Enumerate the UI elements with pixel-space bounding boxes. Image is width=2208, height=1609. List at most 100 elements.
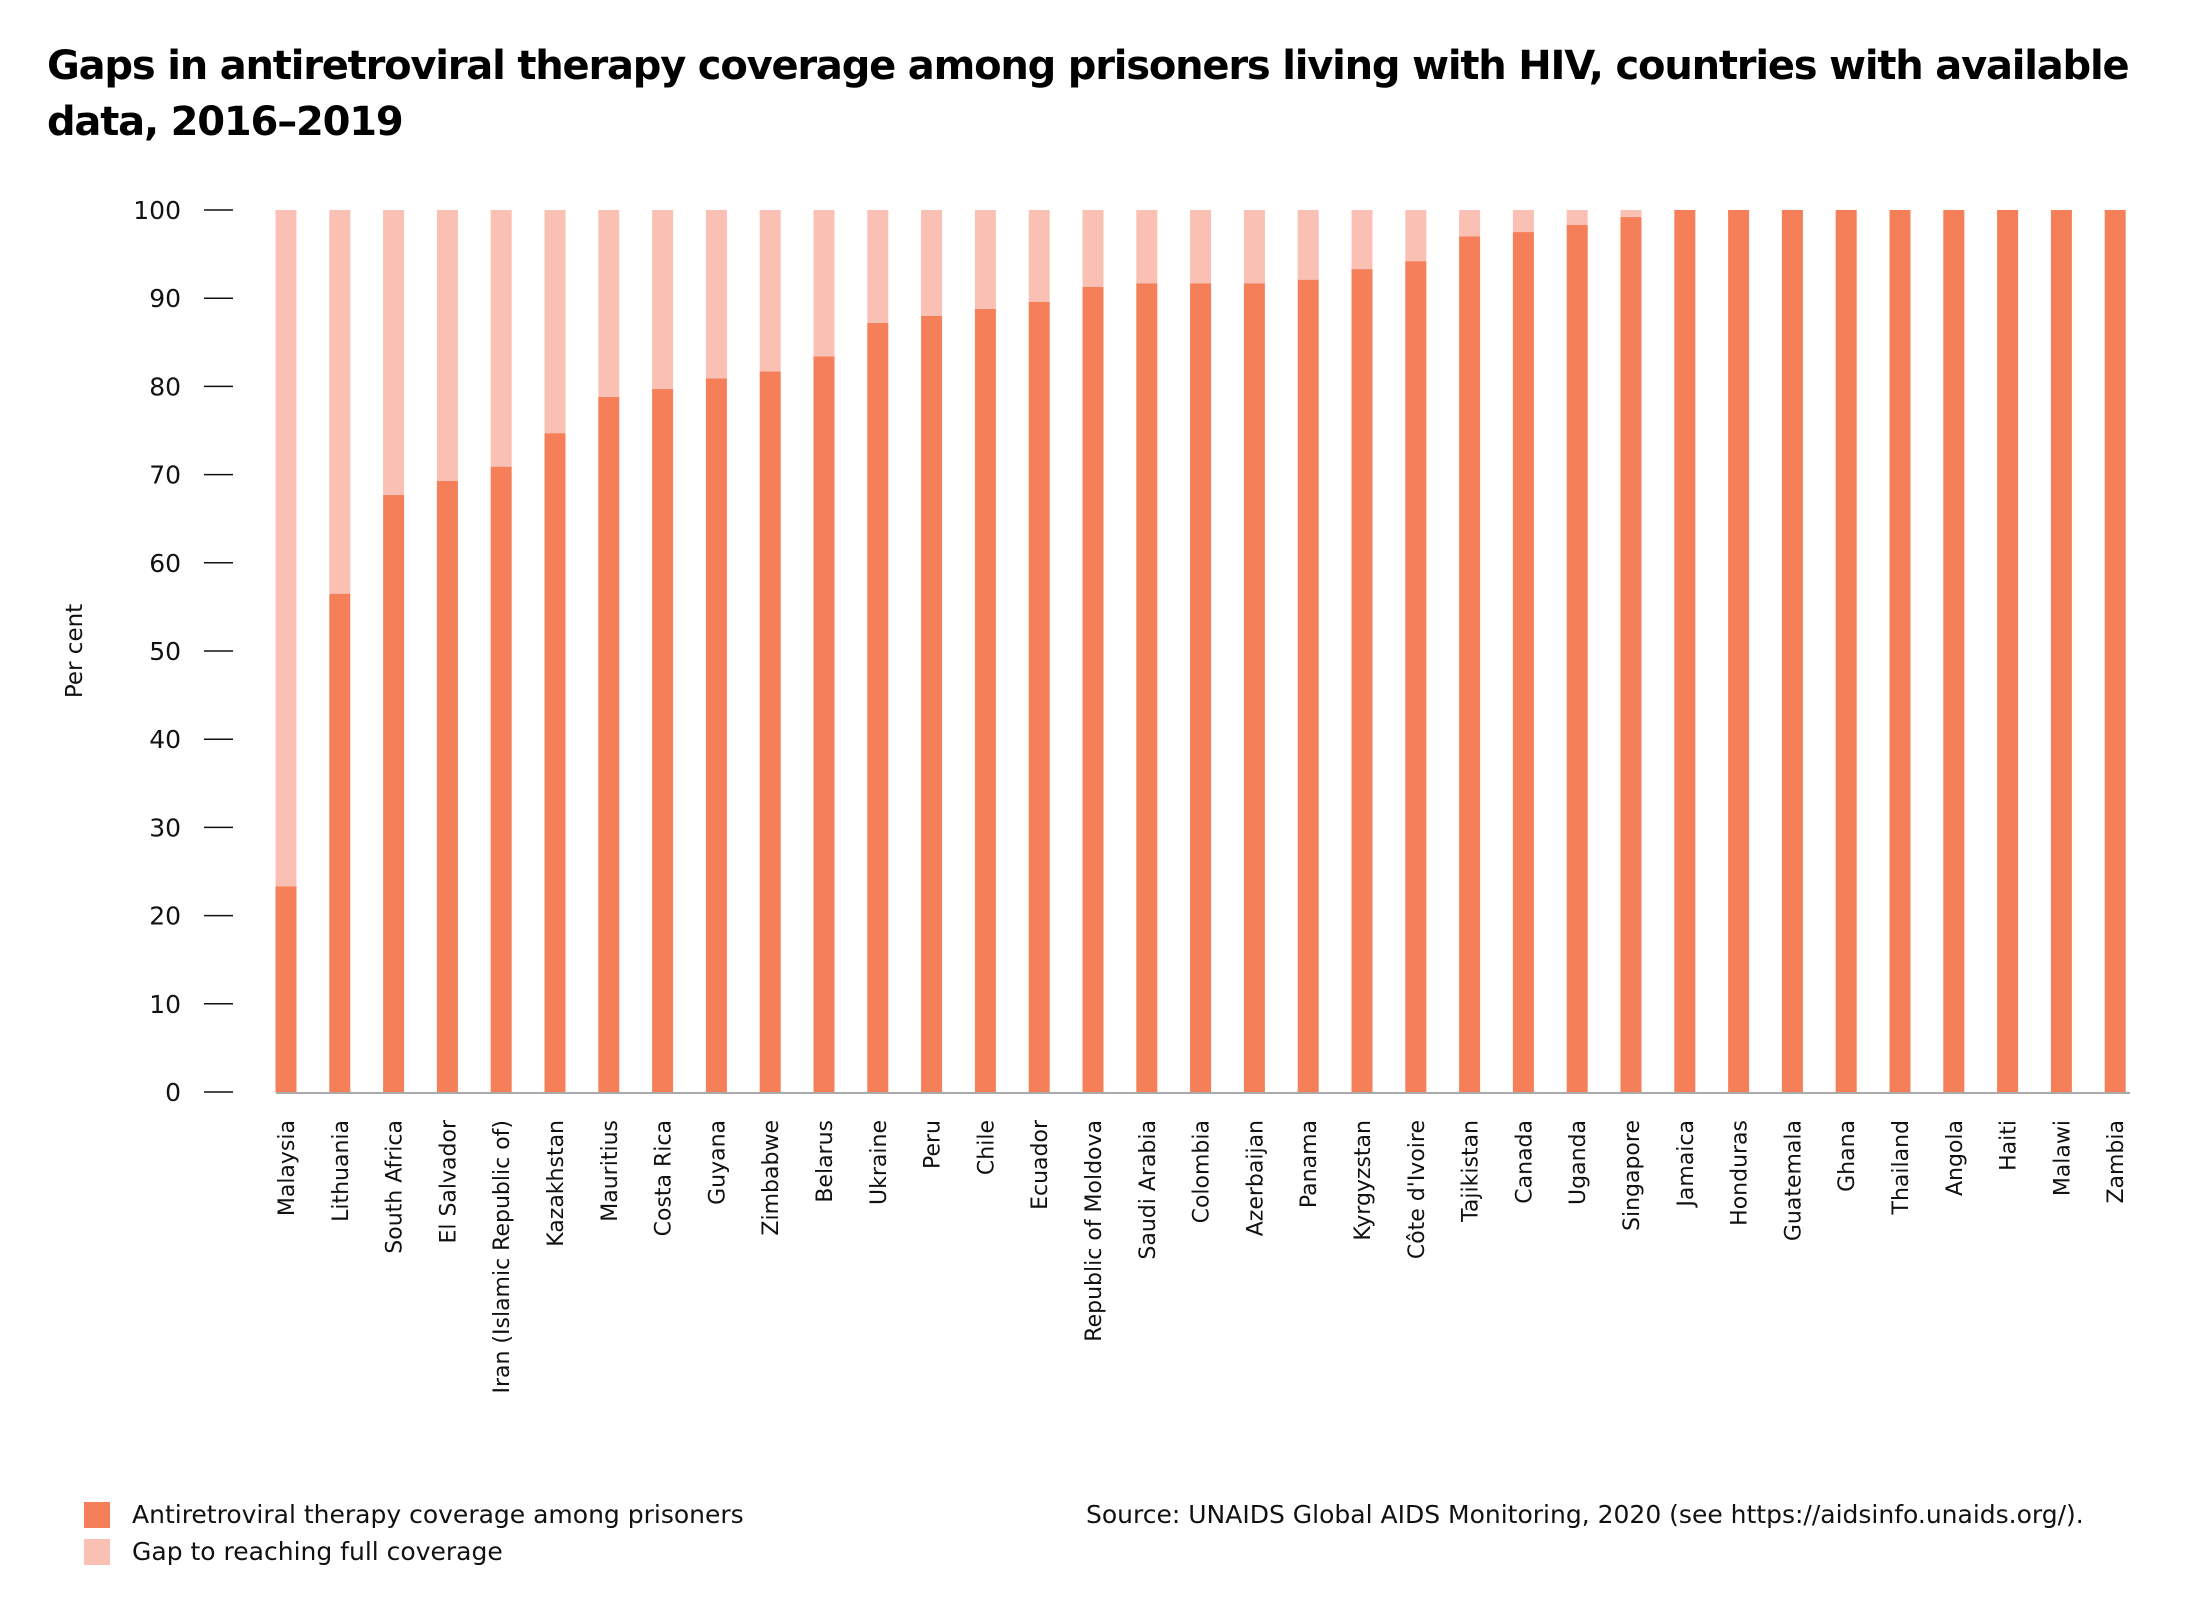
y-tick-label: 70 [149,461,181,490]
bar-coverage [1190,283,1212,1092]
x-tick-label: Saudi Arabia [1136,1120,1161,1260]
bar-coverage [705,378,727,1092]
bar-coverage [598,396,620,1092]
bar-group [490,210,512,1092]
bar-group [1889,210,1911,1092]
bar-coverage [1028,301,1050,1092]
x-tick-label: Haiti [1997,1120,2022,1171]
x-tick-label: Malawi [2050,1120,2075,1196]
x-tick-label: El Salvador [436,1119,461,1243]
legend-label-coverage: Antiretroviral therapy coverage among pr… [132,1500,744,1529]
bar-coverage [2050,210,2072,1092]
x-tick-label: Angola [1943,1120,1968,1196]
bar-coverage [1136,283,1158,1092]
x-tick-label: Canada [1512,1120,1537,1204]
chart-title: Gaps in antiretroviral therapy coverage … [47,43,2130,145]
bar-group [1835,210,1857,1092]
bar-group [652,210,674,1092]
bar-group [1190,210,1212,1092]
legend-item-gap: Gap to reaching full coverage [84,1533,744,1570]
bar-coverage [1943,210,1965,1092]
bar-gap [705,210,727,379]
bar-gap [329,210,351,594]
bar-group [2050,210,2072,1092]
bar-group [1136,210,1158,1092]
bar-group [813,210,835,1092]
bar-gap [1459,210,1481,237]
bar-group [1028,210,1050,1092]
bar-group [436,210,458,1092]
bar-group [1566,210,1588,1092]
bar-gap [1512,210,1534,233]
x-tick-label: Kazakhstan [544,1120,569,1247]
bar-coverage [652,389,674,1092]
y-tick-label: 100 [133,196,181,225]
legend-label-gap: Gap to reaching full coverage [132,1537,503,1566]
bar-coverage [1243,283,1265,1092]
x-tick-label: Kyrgyzstan [1351,1120,1376,1241]
bar-coverage [1351,269,1373,1092]
bar-coverage [1297,279,1319,1093]
bar-coverage [1997,210,2019,1092]
bar-group [1243,210,1265,1092]
bar-gap [652,210,674,390]
bar-group [1082,210,1104,1092]
x-tick-label: Chile [974,1120,999,1175]
bar-coverage [1781,210,1803,1092]
bar-gap [544,210,566,434]
bar-coverage [974,308,996,1092]
bar-group [1620,210,1642,1092]
y-tick-label: 50 [149,637,181,666]
chart-area: 0 10 20 30 40 50 60 70 80 90 100 Per cent Malaysia… [62,196,2130,1394]
x-tick-label: Panama [1297,1120,1322,1208]
bar-coverage [329,593,351,1092]
x-tick-label: Zambia [2104,1120,2129,1204]
bar-group [1351,210,1373,1092]
bar-coverage [1835,210,1857,1092]
bar-group [1997,210,2019,1092]
bar-group [1728,210,1750,1092]
x-tick-label: Ukraine [867,1120,892,1205]
y-tick-label: 30 [149,813,181,842]
x-tick-label: Republic of Moldova [1082,1120,1107,1342]
x-tick-label: Colombia [1190,1120,1215,1223]
y-axis-label: Per cent [62,604,88,698]
bar-coverage [921,315,943,1093]
bar-gap [1190,210,1212,284]
bar-gap [1243,210,1265,284]
bar-gap [598,210,620,397]
legend: Antiretroviral therapy coverage among pr… [84,1496,744,1570]
x-tick-label: Uganda [1566,1120,1591,1205]
bar-group [2104,210,2126,1092]
bar-group [1781,210,1803,1092]
bar-group [974,210,996,1092]
x-tick-label: Malaysia [275,1120,300,1216]
bar-coverage [490,466,512,1092]
y-axis: 0 10 20 30 40 50 60 70 80 90 100 [133,196,233,1107]
x-tick-label: Guyana [705,1120,730,1205]
x-tick-label: Tajikistan [1459,1120,1484,1223]
x-tick-label: Peru [921,1120,946,1169]
x-tick-label: Côte d'Ivoire [1405,1120,1430,1259]
bar-coverage [436,480,458,1092]
bar-gap [1297,210,1319,280]
bars [275,210,2126,1093]
y-tick-label: 40 [149,725,181,754]
bar-gap [275,210,297,887]
y-tick-label: 0 [165,1078,181,1107]
bar-gap [759,210,781,372]
bar-group [1943,210,1965,1092]
bar-gap [436,210,458,481]
bar-group [759,210,781,1092]
bar-gap [1620,210,1642,218]
bar-coverage [544,433,566,1092]
bar-coverage [867,322,889,1092]
x-tick-label: Thailand [1889,1120,1914,1215]
bar-group [598,210,620,1092]
bar-coverage [2104,210,2126,1092]
bar-gap [1082,210,1104,287]
x-tick-label: Jamaica [1674,1120,1699,1209]
bar-group [1674,210,1696,1092]
bar-group [921,210,943,1093]
bar-coverage [759,371,781,1092]
